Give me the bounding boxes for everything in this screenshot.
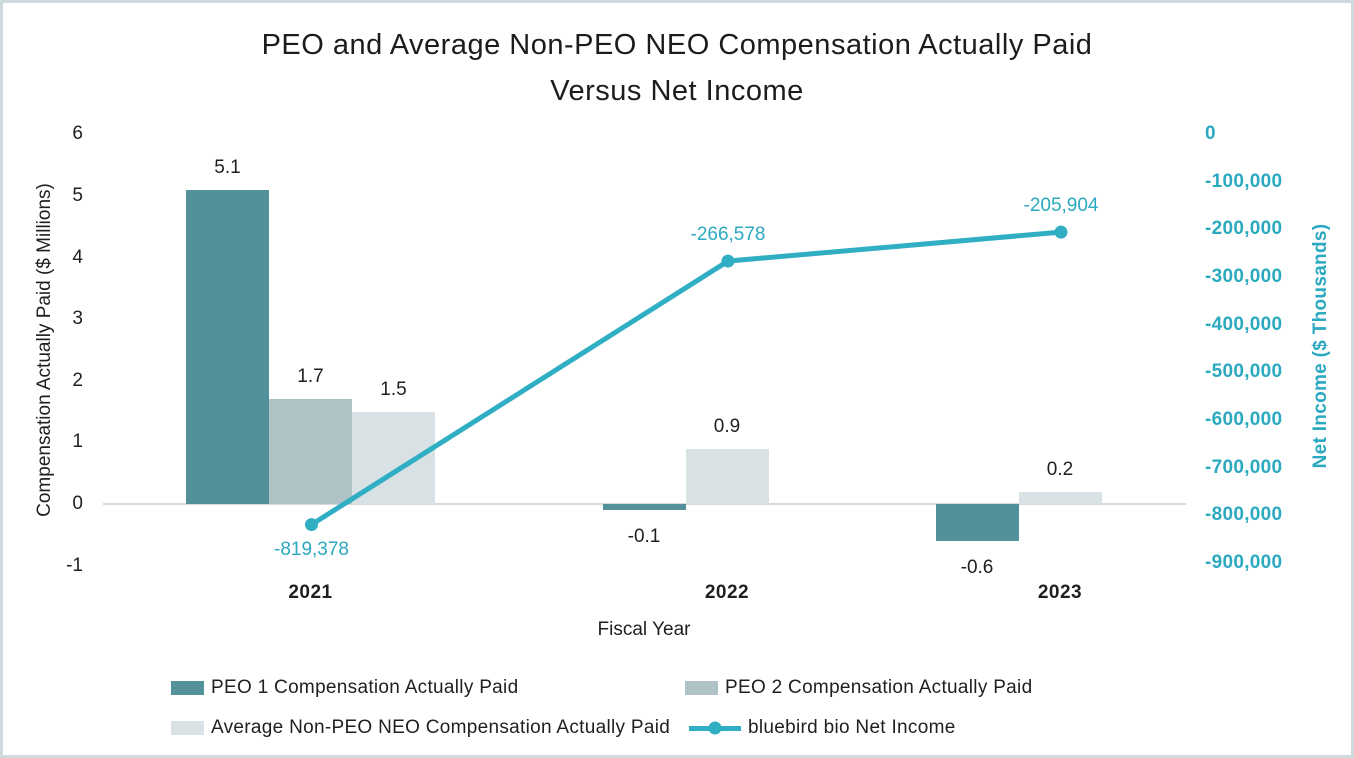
right-axis-tick: -200,000: [1205, 218, 1283, 240]
right-axis-tick: -500,000: [1205, 361, 1283, 383]
left-axis-tick: 4: [72, 246, 83, 268]
x-axis-tick-2021: 2021: [288, 582, 333, 603]
legend-label-peo2: PEO 2 Compensation Actually Paid: [725, 677, 1033, 698]
right-axis-title: Net Income ($ Thousands): [1310, 223, 1331, 469]
bar-avg-neo-2022: [685, 448, 769, 504]
legend-item-peo1: PEO 1 Compensation Actually Paid: [171, 677, 519, 698]
peo1-swatch-icon: [171, 681, 204, 695]
left-axis-tick: -1: [66, 554, 83, 576]
line-point-2023: [1054, 225, 1068, 239]
bar-label-avg-neo-2023: 0.2: [1046, 458, 1074, 480]
right-axis-tick: -300,000: [1205, 266, 1283, 287]
bar-avg-neo-2023: [1018, 491, 1102, 504]
bar-peo1-2022: [602, 504, 686, 511]
net-income-label-2022: -266,578: [690, 224, 766, 246]
bar-label-avg-neo-2021: 1.5: [380, 378, 407, 400]
net-income-label-2021: -819,378: [273, 538, 350, 560]
right-axis-tick: -700,000: [1205, 456, 1283, 478]
line-marker-icon: [689, 721, 741, 735]
bar-avg-neo-2021: [352, 411, 435, 504]
bar-label-peo1-2022: -0.1: [627, 526, 661, 548]
right-axis-tick: -100,000: [1205, 170, 1283, 192]
bar-label-peo2-2021: 1.7: [297, 366, 324, 388]
peo2-swatch-icon: [685, 681, 718, 695]
x-axis-tick-2022: 2022: [704, 582, 750, 603]
bar-label-avg-neo-2022: 0.9: [713, 415, 741, 437]
avg-neo-swatch-icon: [171, 721, 204, 735]
left-axis-tick: 6: [72, 123, 83, 145]
legend-label-net-income: bluebird bio Net Income: [748, 717, 956, 738]
legend-item-avg-neo: Average Non-PEO NEO Compensation Actuall…: [171, 717, 671, 738]
right-axis-tick: -800,000: [1205, 504, 1283, 526]
left-axis-tick: 1: [72, 431, 83, 453]
x-axis-title: Fiscal Year: [597, 619, 691, 640]
left-axis-tick: 5: [72, 185, 83, 206]
x-axis-tick-2023: 2023: [1037, 582, 1083, 603]
legend-label-peo1: PEO 1 Compensation Actually Paid: [211, 677, 519, 698]
right-axis-tick: -400,000: [1205, 313, 1283, 335]
legend-label-avg-neo: Average Non-PEO NEO Compensation Actuall…: [211, 717, 671, 738]
line-point-2022: [721, 254, 735, 268]
chart-title: PEO and Average Non-PEO NEO Compensation…: [3, 22, 1351, 114]
legend-item-peo2: PEO 2 Compensation Actually Paid: [685, 677, 1033, 698]
right-axis-tick: 0: [1205, 123, 1216, 144]
line-point-2021: [305, 518, 318, 532]
chart-title-line2: Versus Net Income: [550, 75, 804, 107]
bar-label-peo1-2023: -0.6: [960, 556, 994, 578]
chart-title-line1: PEO and Average Non-PEO NEO Compensation…: [261, 29, 1093, 61]
right-axis-tick: -900,000: [1205, 552, 1283, 573]
bar-label-peo1-2021: 5.1: [214, 156, 241, 178]
right-axis-tick: -600,000: [1205, 409, 1283, 430]
left-axis-tick: 2: [72, 369, 83, 391]
left-axis-tick: 3: [72, 308, 83, 330]
bar-peo1-2023: [935, 504, 1019, 541]
bar-peo2-2021: [269, 399, 352, 504]
left-axis-title: Compensation Actually Paid ($ Millions): [34, 183, 55, 517]
legend-item-net-income: bluebird bio Net Income: [689, 717, 956, 738]
net-income-label-2023: -205,904: [1023, 195, 1099, 217]
bar-peo1-2021: [186, 189, 269, 504]
line-dot-icon: [708, 721, 722, 735]
left-axis-tick: 0: [72, 493, 83, 514]
